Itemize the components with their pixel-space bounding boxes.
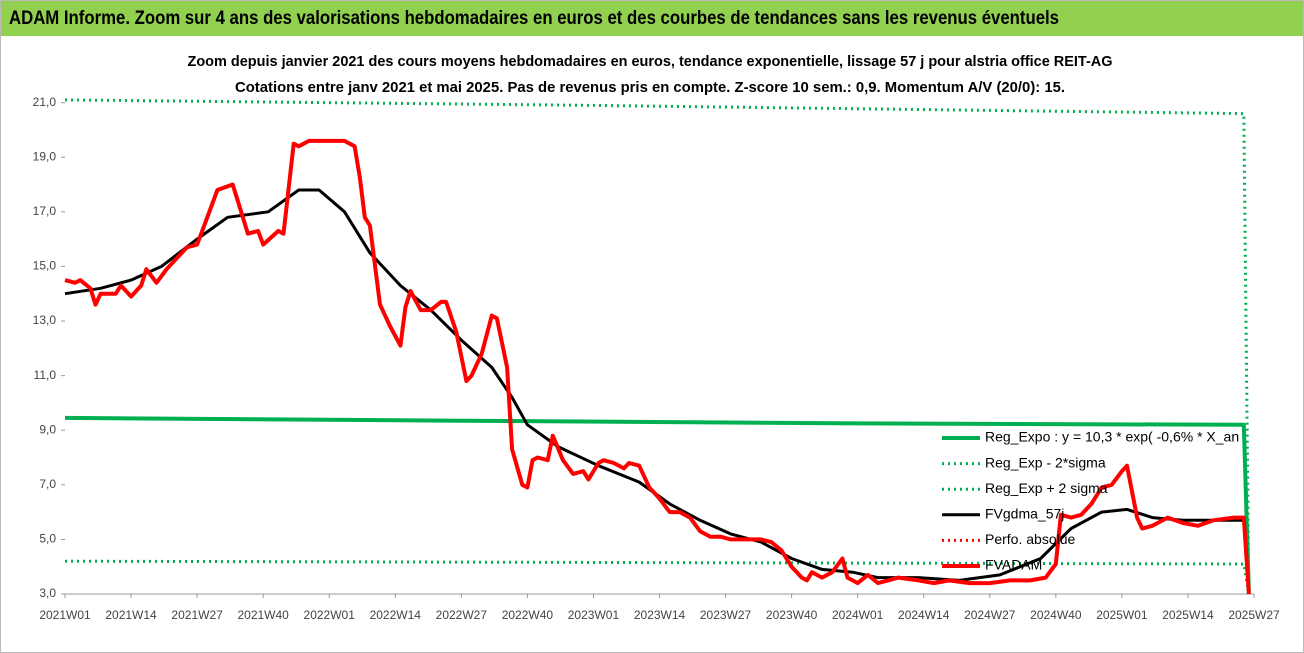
x-tick-label: 2023W27: [700, 608, 752, 622]
y-tick-label: 11,0: [34, 368, 57, 382]
header-title: ADAM Informe. Zoom sur 4 ans des valoris…: [9, 8, 1059, 29]
legend-label: Reg_Exp + 2 sigma: [985, 480, 1108, 496]
y-tick-label: 15,0: [33, 259, 57, 273]
x-tick-label: 2024W01: [832, 608, 884, 622]
x-tick-label: 2021W14: [105, 608, 157, 622]
series-line: [64, 188, 1244, 582]
x-tick-label: 2024W40: [1030, 608, 1082, 622]
y-tick-label: 19,0: [33, 149, 57, 163]
x-tick-label: 2022W27: [436, 608, 488, 622]
legend-label: Reg_Expo : y = 10,3 * exp( -0,6% * X_an: [985, 429, 1239, 445]
y-tick-label: 7,0: [39, 477, 56, 491]
x-tick-label: 2021W01: [39, 608, 91, 622]
x-tick-label: 2022W01: [304, 608, 356, 622]
chart-title: Zoom depuis janvier 2021 des cours moyen…: [188, 53, 1113, 70]
series-line: [64, 138, 1251, 595]
legend-label: FVADAM: [985, 557, 1042, 573]
y-tick-label: 13,0: [33, 313, 57, 327]
x-tick-label: 2022W14: [370, 608, 422, 622]
x-tick-label: 2024W27: [964, 608, 1016, 622]
header-bar: [1, 1, 1303, 36]
x-tick-label: 2025W01: [1096, 608, 1148, 622]
legend-label: Perfo. absolue: [985, 531, 1075, 547]
y-tick-label: 17,0: [33, 204, 57, 218]
y-tick-label: 9,0: [39, 422, 56, 436]
y-tick-label: 5,0: [39, 532, 56, 546]
x-tick-label: 2021W27: [171, 608, 223, 622]
legend-label: Reg_Exp - 2*sigma: [985, 454, 1106, 470]
chart-subtitle: Cotations entre janv 2021 et mai 2025. P…: [235, 79, 1065, 96]
series-line: [64, 98, 1251, 595]
x-tick-label: 2025W27: [1228, 608, 1280, 622]
x-tick-label: 2023W01: [568, 608, 620, 622]
legend-label: FVgdma_57j: [985, 506, 1064, 522]
y-tick-label: 3,0: [39, 586, 56, 600]
x-tick-label: 2023W14: [634, 608, 686, 622]
series-line: [64, 415, 1251, 595]
x-tick-label: 2021W40: [237, 608, 289, 622]
x-tick-label: 2025W14: [1162, 608, 1214, 622]
x-tick-label: 2024W14: [898, 608, 950, 622]
x-tick-label: 2023W40: [766, 608, 818, 622]
x-tick-label: 2022W40: [502, 608, 554, 622]
y-tick-label: 21,0: [33, 95, 57, 109]
